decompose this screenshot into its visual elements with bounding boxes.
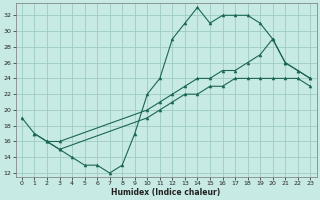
X-axis label: Humidex (Indice chaleur): Humidex (Indice chaleur): [111, 188, 221, 197]
